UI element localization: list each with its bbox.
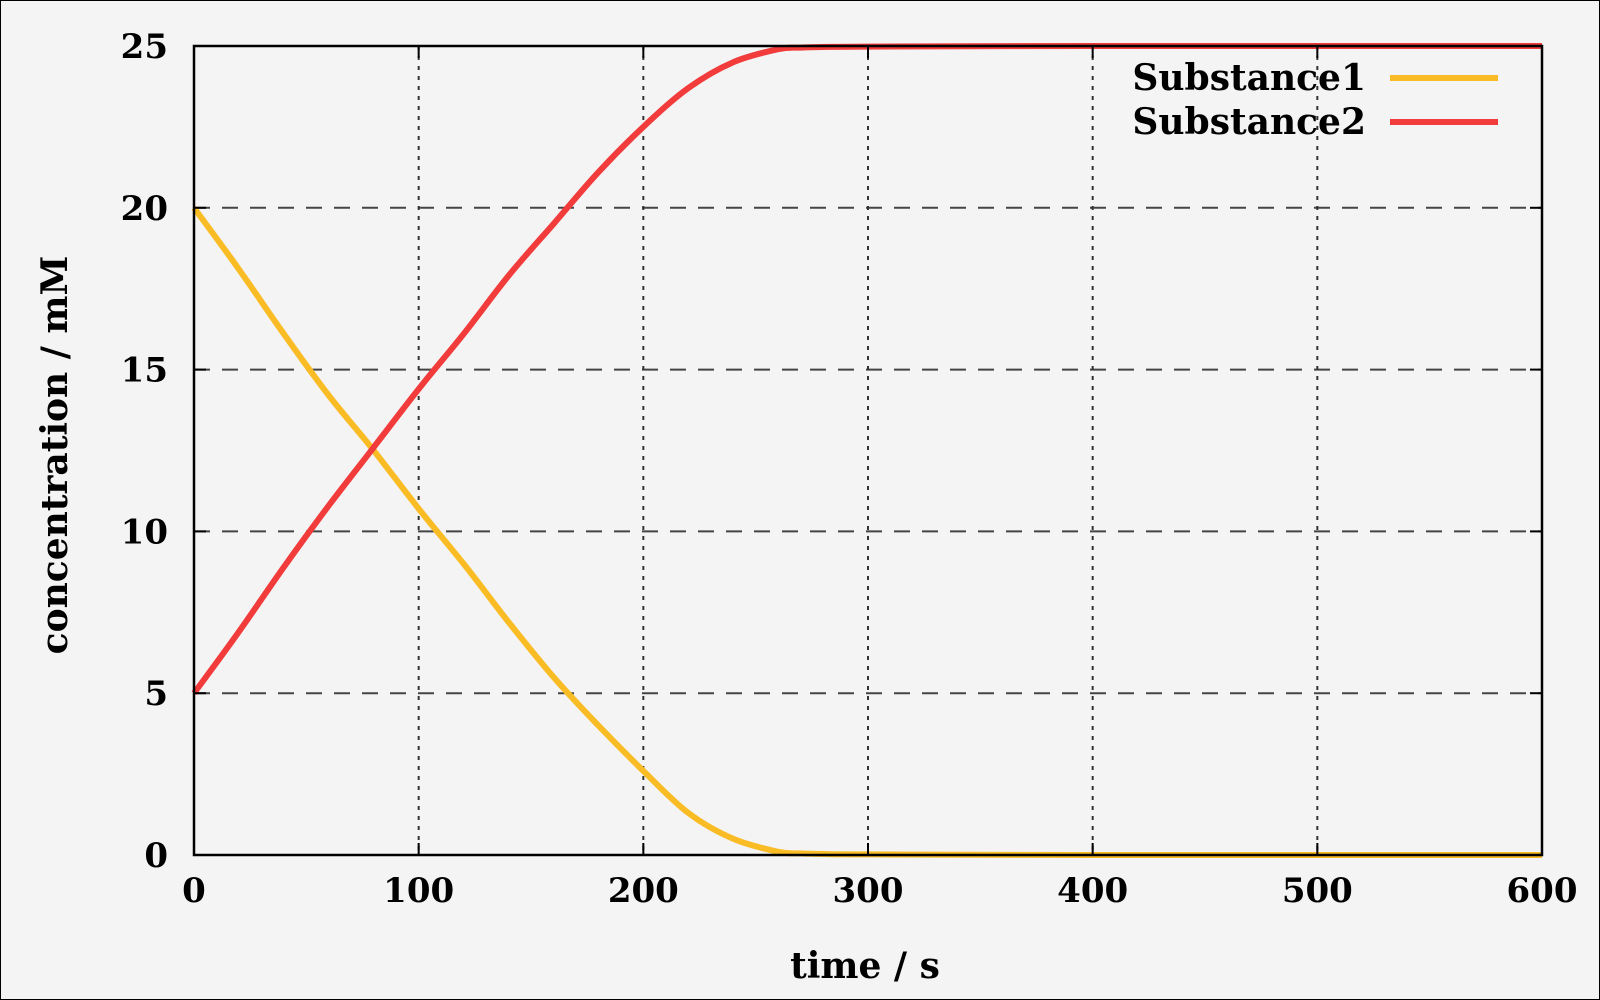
y-tick-label: 0 <box>144 836 168 876</box>
y-tick-label: 25 <box>121 27 168 67</box>
grid-lines <box>194 46 1542 855</box>
x-tick-label: 500 <box>1282 871 1353 911</box>
y-axis-title: concentration / mM <box>34 256 76 655</box>
legend-label-substance2: Substance2 <box>1132 101 1366 143</box>
y-tick-label: 10 <box>121 512 168 552</box>
x-tick-label: 0 <box>182 871 206 911</box>
y-tick-label: 15 <box>121 351 168 391</box>
legend-label-substance1: Substance1 <box>1132 57 1366 99</box>
legend: Substance1 Substance2 <box>1132 57 1498 143</box>
y-tick-label: 5 <box>144 674 168 714</box>
x-axis-title: time / s <box>790 945 940 987</box>
x-tick-label: 100 <box>383 871 454 911</box>
axis-ticks: 0 5 10 15 20 25 0 100 200 300 400 500 600 <box>121 27 1578 911</box>
x-tick-label: 200 <box>608 871 679 911</box>
x-tick-label: 300 <box>833 871 904 911</box>
x-tick-label: 600 <box>1507 871 1578 911</box>
x-tick-label: 400 <box>1057 871 1128 911</box>
y-tick-label: 20 <box>121 189 168 229</box>
